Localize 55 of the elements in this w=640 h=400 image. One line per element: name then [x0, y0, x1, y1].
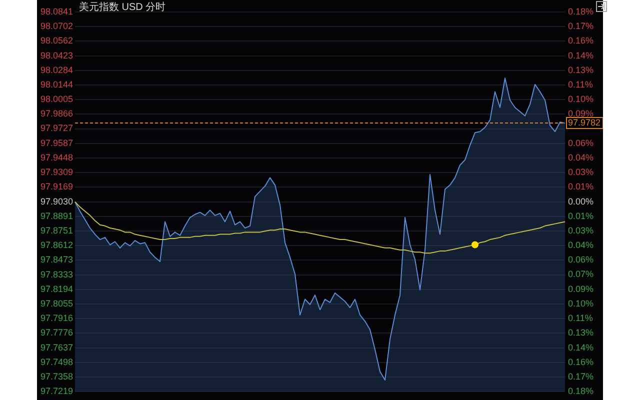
y-tick-label: 97.7219 [40, 386, 73, 396]
y-tick-label: 97.9866 [40, 108, 73, 119]
y2-tick-label: 0.01% [568, 182, 594, 192]
y2-tick-label: 0.16% [568, 36, 594, 46]
y2-tick-label: 0.04% [568, 152, 594, 162]
y2-tick-label: 0.13% [568, 328, 594, 338]
y-tick-label: 97.7498 [40, 356, 73, 367]
y-tick-label: 97.9309 [40, 167, 73, 178]
y-tick-label: 97.7358 [40, 372, 73, 382]
y-tick-label: 97.7637 [40, 342, 73, 352]
y2-tick-label: 0.09% [568, 284, 594, 294]
y-tick-label: 98.0841 [40, 6, 73, 16]
y-tick-label: 98.0423 [40, 50, 73, 60]
y2-tick-label: 0.04% [568, 240, 594, 250]
y-tick-label: 97.8194 [40, 284, 73, 294]
y-tick-label: 98.0562 [40, 36, 73, 46]
y2-tick-label: 0.14% [568, 50, 594, 60]
y2-tick-label: 0.06% [568, 254, 594, 265]
y2-tick-label: 0.11% [568, 313, 593, 324]
y-tick-label: 97.7776 [40, 328, 73, 338]
y2-tick-label: 0.07% [568, 269, 594, 280]
y2-tick-label: 0.18% [568, 6, 594, 16]
y2-tick-label: 0.01% [568, 210, 594, 221]
y2-tick-label: 0.00% [568, 196, 594, 206]
y-tick-label: 97.8612 [40, 240, 73, 250]
y-tick-label: 97.9448 [40, 152, 73, 162]
y-tick-label: 98.0144 [40, 80, 73, 90]
y2-tick-label: 0.16% [568, 356, 594, 367]
ref-line-label: 97.9782 [568, 117, 601, 128]
y2-tick-label: 0.11% [568, 80, 593, 90]
y2-tick-label: 0.17% [568, 371, 594, 382]
y-tick-label: 97.8055 [40, 298, 73, 308]
y-tick-label: 98.0702 [40, 21, 73, 32]
y2-tick-label: 0.06% [568, 138, 594, 148]
y-tick-label: 97.8751 [40, 226, 73, 236]
y-tick-label: 97.7916 [40, 313, 73, 324]
y2-tick-label: 0.13% [568, 64, 594, 75]
y2-tick-label: 0.10% [568, 94, 594, 104]
y2-tick-label: 0.10% [568, 298, 594, 308]
y-tick-label: 97.9587 [40, 138, 73, 148]
y-tick-label: 98.0284 [40, 64, 73, 75]
y-tick-label: 97.9727 [40, 123, 73, 134]
y-tick-label: 97.9030 [40, 196, 73, 206]
y2-tick-label: 0.14% [568, 342, 594, 352]
y-tick-label: 98.0005 [40, 94, 73, 104]
y2-tick-label: 0.09% [568, 108, 594, 119]
y-tick-label: 97.8473 [40, 254, 73, 265]
y2-tick-label: 0.03% [568, 167, 594, 178]
y2-tick-label: 0.18% [568, 386, 594, 396]
y-tick-label: 97.9169 [40, 182, 73, 192]
y-tick-label: 97.8333 [40, 269, 73, 280]
y2-tick-label: 0.03% [568, 226, 594, 236]
chart-title: 美元指数 USD 分时 [79, 1, 166, 13]
y-tick-label: 97.8891 [40, 210, 73, 221]
y2-tick-label: 0.17% [568, 21, 594, 32]
